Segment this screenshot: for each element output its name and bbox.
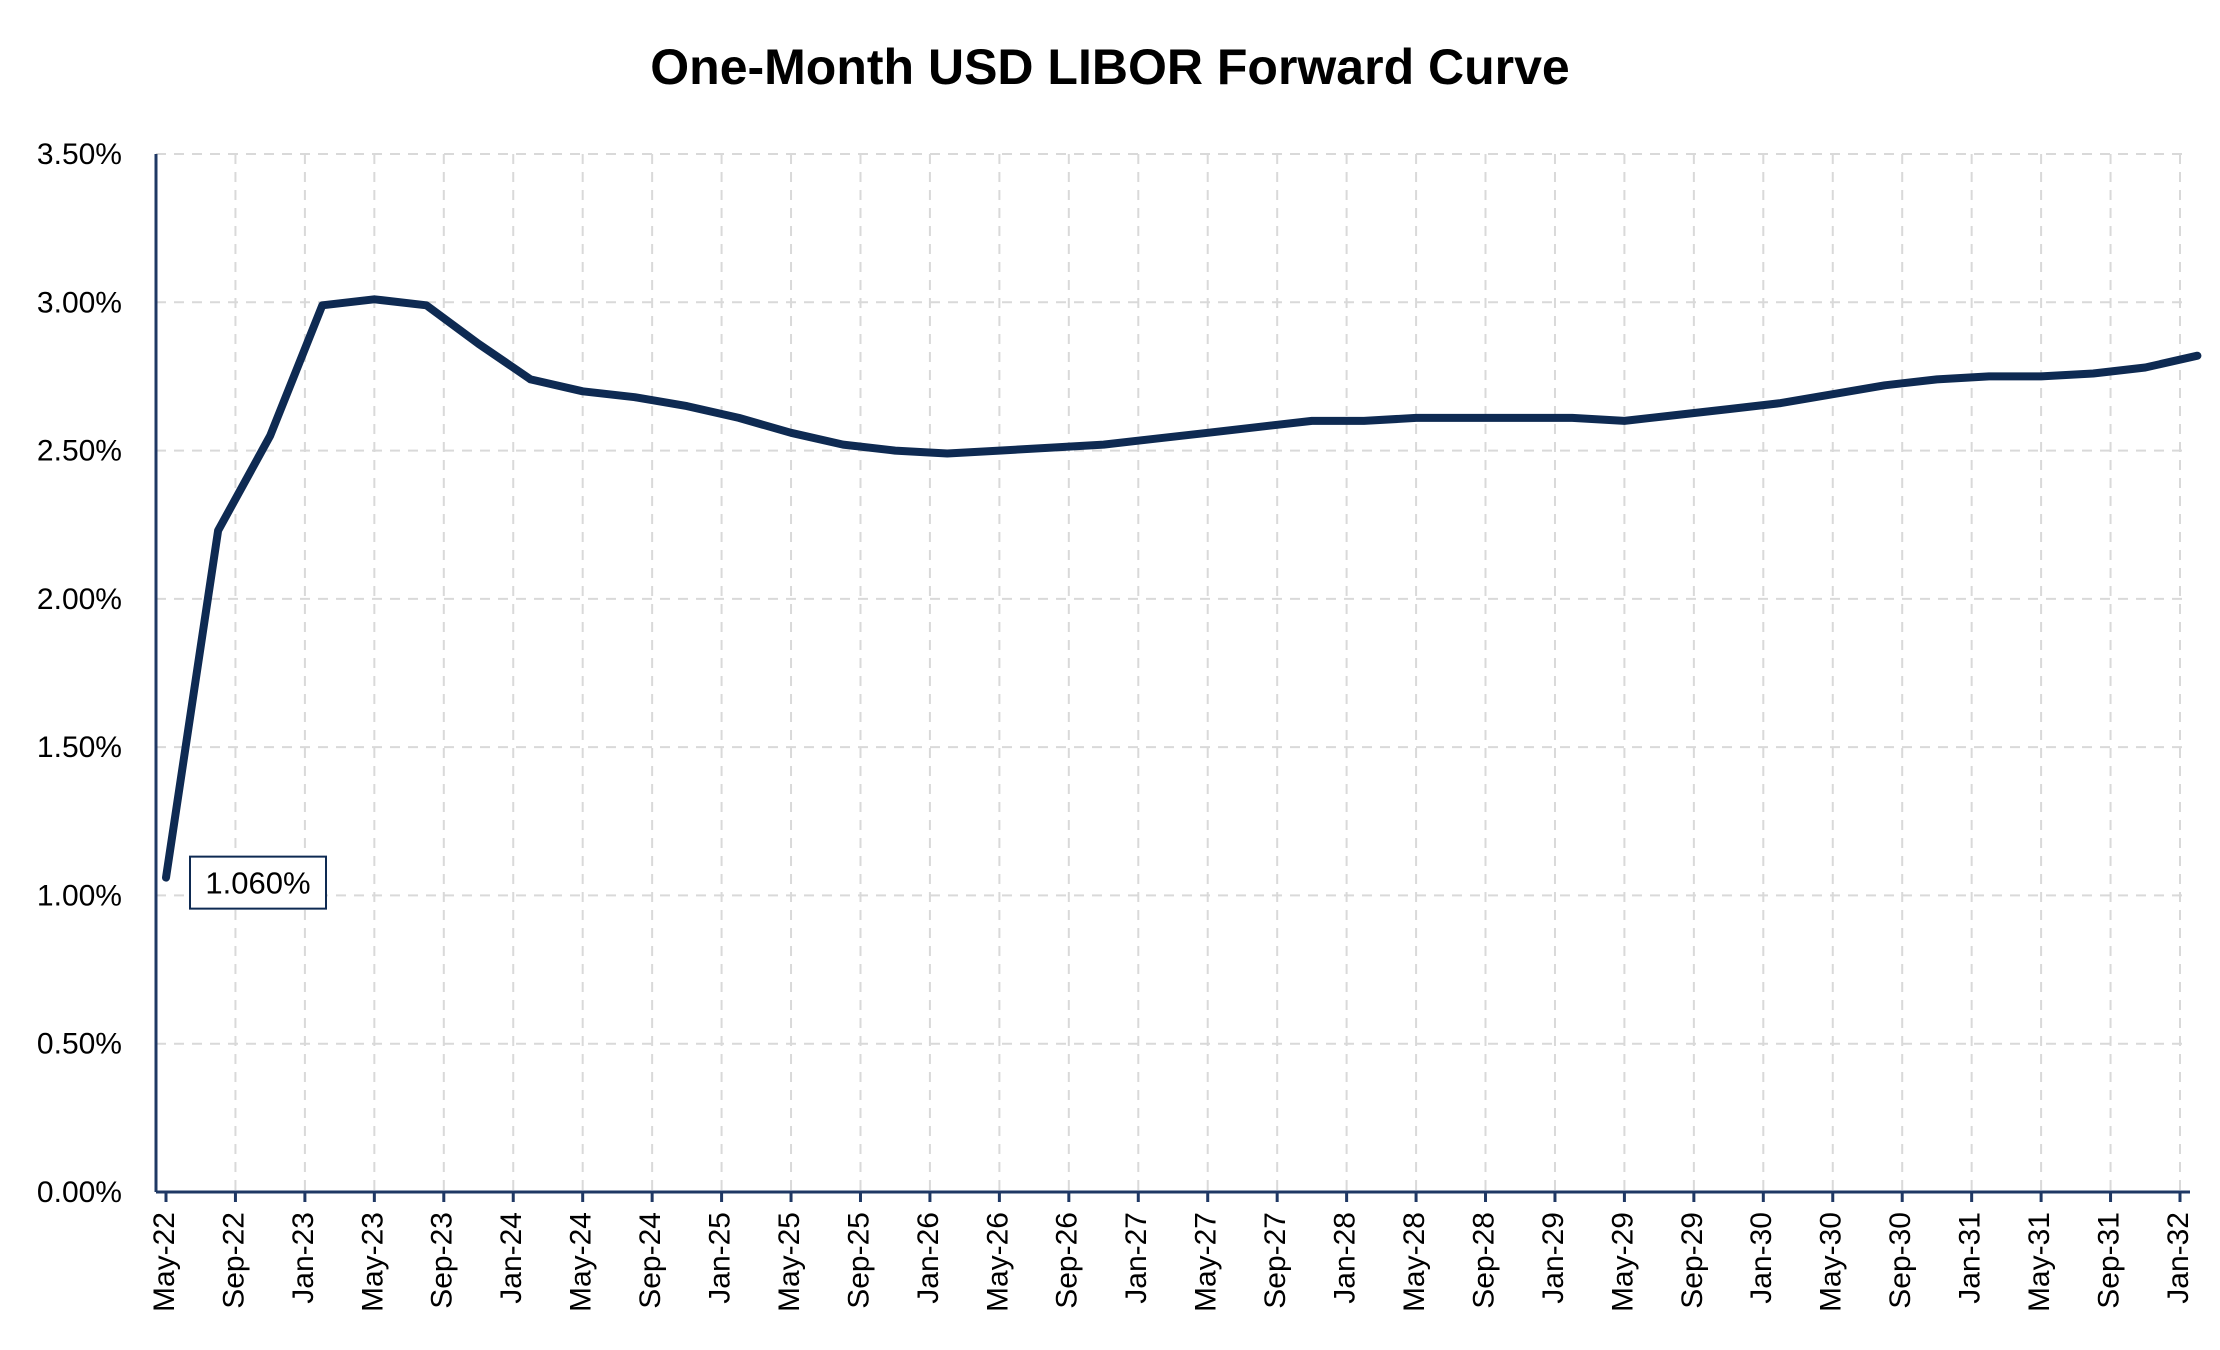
callout-box <box>189 855 327 910</box>
x-axis-ticks: May-22 Sep-22 Jan-23 May-23 Sep-23 Jan-24 May-… <box>148 1212 2195 1312</box>
x-tick-label: Sep-30 <box>1884 1212 1917 1309</box>
x-tick-label: May-27 <box>1190 1212 1223 1312</box>
x-tick-label: Jan-24 <box>495 1212 528 1304</box>
y-tick-label: 3.50% <box>37 138 122 171</box>
y-tick-label: 3.00% <box>37 286 122 319</box>
y-tick-label: 0.50% <box>37 1028 122 1061</box>
x-tick-label: May-28 <box>1398 1212 1431 1312</box>
x-tick-label: May-23 <box>356 1212 389 1312</box>
y-tick-label: 2.00% <box>37 583 122 616</box>
x-tick-label: May-26 <box>981 1212 1014 1312</box>
x-tick-label: Sep-25 <box>842 1212 875 1309</box>
y-tick-label: 1.50% <box>37 731 122 764</box>
x-tick-label: Jan-23 <box>287 1212 320 1304</box>
y-tick-label: 2.50% <box>37 435 122 468</box>
data-callout: 1.060% <box>189 855 327 910</box>
x-tick-label: Sep-27 <box>1259 1212 1292 1309</box>
x-tick-label: Sep-23 <box>426 1212 459 1309</box>
x-tick-label: Jan-31 <box>1954 1212 1987 1304</box>
axes <box>154 154 2190 1202</box>
x-tick-label: Sep-26 <box>1051 1212 1084 1309</box>
x-tick-label: Sep-24 <box>634 1212 667 1309</box>
x-tick-label: May-31 <box>2023 1212 2056 1312</box>
x-tick-label: May-22 <box>148 1212 181 1312</box>
x-tick-label: May-24 <box>565 1212 598 1312</box>
x-tick-label: Jan-27 <box>1120 1212 1153 1304</box>
series-layer <box>162 295 2202 882</box>
forward-curve-line <box>162 295 2202 882</box>
x-tick-label: Jan-32 <box>2162 1212 2195 1304</box>
x-tick-label: May-30 <box>1815 1212 1848 1312</box>
x-tick-label: Sep-29 <box>1676 1212 1709 1309</box>
x-tick-label: May-29 <box>1606 1212 1639 1312</box>
x-tick-label: Jan-28 <box>1329 1212 1362 1304</box>
x-tick-label: Sep-28 <box>1467 1212 1500 1309</box>
y-tick-label: 1.00% <box>37 879 122 912</box>
x-tick-label: Jan-29 <box>1537 1212 1570 1304</box>
x-tick-label: Sep-22 <box>217 1212 250 1309</box>
x-tick-label: Sep-31 <box>2092 1212 2125 1309</box>
gridlines <box>156 153 2190 1192</box>
x-tick-label: Jan-30 <box>1745 1212 1778 1304</box>
x-tick-label: Jan-25 <box>704 1212 737 1304</box>
y-axis-ticks: 0.00% 0.50% 1.00% 1.50% 2.00% 2.50% 3.00% 3.50% <box>37 138 122 1209</box>
chart-title: One-Month USD LIBOR Forward Curve <box>650 39 1569 95</box>
y-tick-label: 0.00% <box>37 1176 122 1209</box>
callout-label: 1.060% <box>205 866 310 901</box>
x-tick-label: Jan-26 <box>912 1212 945 1304</box>
x-tick-label: May-25 <box>773 1212 806 1312</box>
